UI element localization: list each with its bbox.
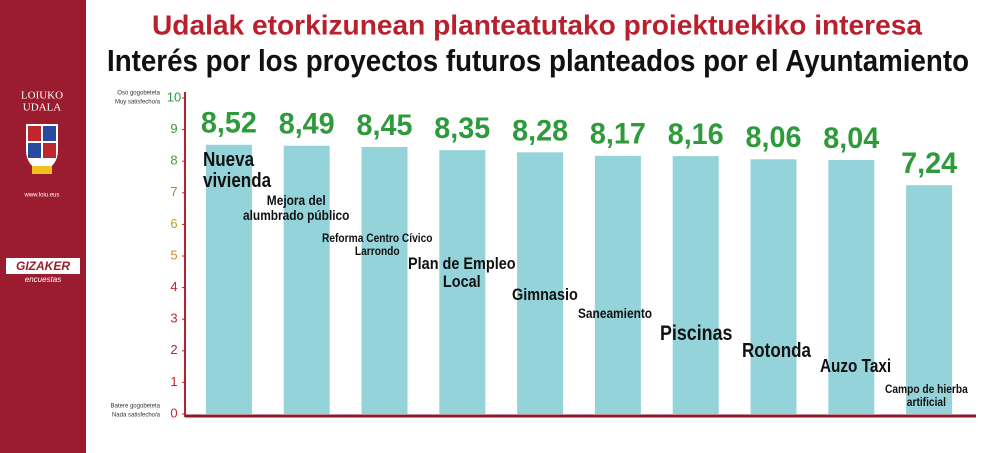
y-tick-label: 1 — [170, 374, 177, 389]
bar — [361, 146, 408, 415]
category-label: Reforma Centro Cívico Larrondo — [322, 231, 433, 258]
category-label: Gimnasio — [512, 285, 578, 304]
value-label: 8,17 — [590, 118, 646, 151]
y-tick-label: 6 — [170, 216, 177, 231]
y-tick-label: 3 — [170, 311, 177, 326]
value-label: 8,04 — [823, 122, 879, 155]
y-tick-label: 0 — [170, 405, 177, 420]
value-label: 8,16 — [668, 118, 724, 151]
category-label: Plan de Empleo Local — [408, 254, 516, 291]
value-label: 8,35 — [434, 112, 490, 145]
bar — [672, 156, 719, 415]
chart-subtitle: Interés por los proyectos futuros plante… — [107, 43, 969, 78]
value-label: 8,06 — [746, 121, 802, 154]
y-tick-label: 7 — [170, 184, 177, 199]
bar — [439, 150, 486, 414]
value-label: 7,24 — [901, 147, 957, 180]
y-tick-label: 2 — [170, 342, 177, 357]
axis-note: Nada satisfecho/a — [112, 413, 161, 419]
bar — [750, 159, 797, 414]
sidebar-name: LOIUKO — [21, 90, 63, 102]
crest — [26, 124, 58, 174]
brand-box — [6, 258, 80, 274]
brand-sub: encuestas — [25, 275, 61, 284]
category-label: Campo de hierba artificial — [885, 382, 968, 409]
value-label: 8,52 — [201, 107, 257, 140]
chart-title: Udalak etorkizunean planteatutako proiek… — [152, 9, 922, 40]
bar — [283, 145, 330, 414]
value-label: 8,28 — [512, 114, 568, 147]
y-tick-label: 8 — [170, 153, 177, 168]
bar — [828, 159, 875, 414]
sidebar — [0, 0, 86, 453]
sidebar-website: www.loiu.eus — [23, 193, 59, 199]
category-label: Saneamiento — [578, 305, 653, 321]
axis-note: Muy satisfecho/a — [115, 100, 161, 106]
category-label: Auzo Taxi — [820, 356, 892, 376]
axis-note: Batere gogobeteta — [111, 404, 161, 410]
y-tick-label: 10 — [167, 89, 181, 104]
value-label: 8,49 — [279, 108, 335, 141]
bar — [205, 144, 252, 414]
category-label: Nueva vivienda — [203, 149, 272, 192]
y-tick-label: 5 — [170, 247, 177, 262]
axis-note: Oso gogobeteta — [117, 91, 160, 97]
y-tick-label: 9 — [170, 121, 177, 136]
y-tick-label: 4 — [170, 279, 177, 294]
bar — [906, 185, 953, 414]
sidebar-name: UDALA — [23, 102, 62, 114]
category-label: Mejora del alumbrado público — [243, 192, 350, 223]
value-label: 8,45 — [357, 109, 413, 142]
category-label: Rotonda — [742, 340, 811, 362]
category-label: Piscinas — [660, 322, 733, 345]
bar — [594, 155, 641, 414]
brand: GIZAKER — [16, 259, 70, 273]
bar — [517, 152, 564, 415]
